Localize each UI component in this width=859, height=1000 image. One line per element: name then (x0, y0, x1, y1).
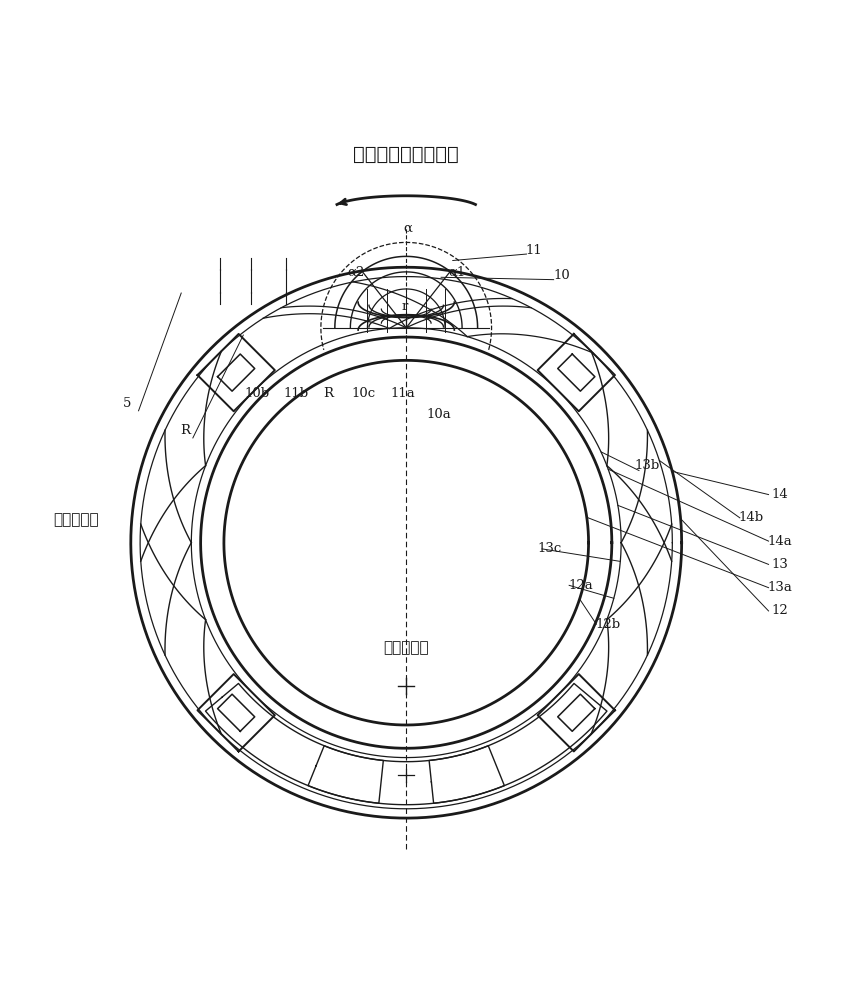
Text: 10a: 10a (426, 408, 451, 421)
Text: 10c: 10c (351, 387, 375, 400)
Text: 高压流体侧: 高压流体侧 (53, 512, 100, 527)
Text: α: α (404, 222, 412, 235)
Text: 13a: 13a (768, 581, 793, 594)
Text: 13: 13 (771, 558, 789, 571)
Text: α2: α2 (347, 265, 364, 278)
Text: 14b: 14b (739, 511, 764, 524)
Text: 14a: 14a (768, 535, 793, 548)
Text: 10: 10 (553, 269, 570, 282)
Text: 12b: 12b (595, 618, 620, 631)
Text: R: R (180, 424, 190, 437)
Text: 对方滑动面旋转方向: 对方滑动面旋转方向 (353, 145, 459, 164)
Text: R: R (324, 387, 333, 400)
Text: 5: 5 (123, 397, 131, 410)
Text: 14: 14 (772, 488, 789, 501)
Text: 13c: 13c (538, 542, 562, 555)
Text: 12a: 12a (569, 579, 594, 592)
Text: 11b: 11b (283, 387, 308, 400)
Text: α1: α1 (448, 265, 466, 278)
Text: 12: 12 (772, 604, 789, 617)
Text: 11: 11 (526, 244, 543, 257)
Text: 11a: 11a (390, 387, 415, 400)
Text: 10b: 10b (245, 387, 270, 400)
Text: 低压流体侧: 低压流体侧 (383, 640, 429, 655)
Text: r: r (401, 300, 408, 313)
Text: 13b: 13b (634, 459, 660, 472)
